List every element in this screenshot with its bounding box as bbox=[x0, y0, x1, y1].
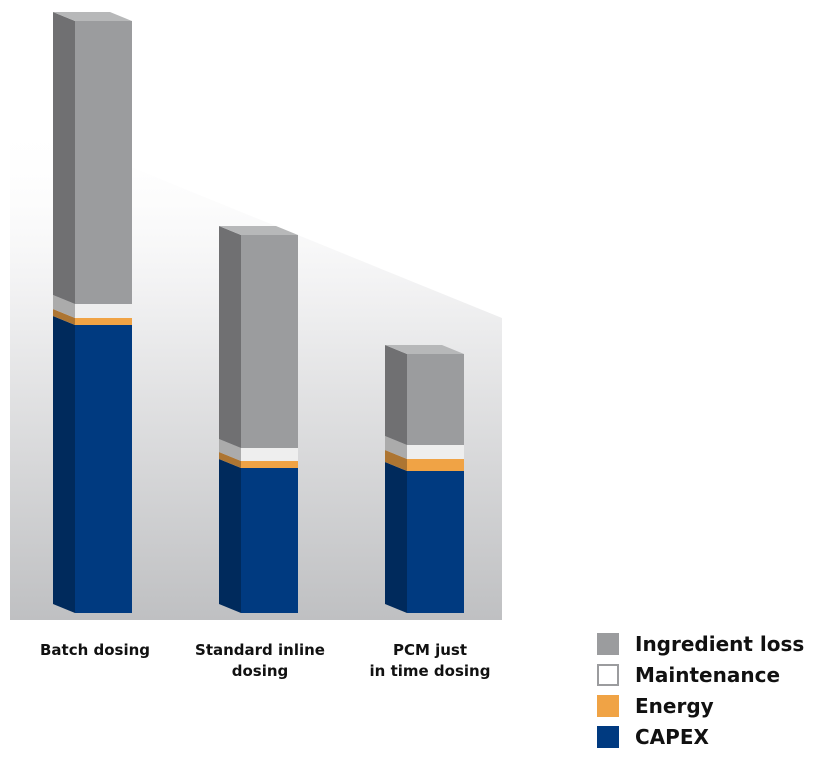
bar-pcm-just-in-time-dosing-maintenance bbox=[407, 445, 464, 459]
bar-batch-dosing-energy bbox=[75, 318, 132, 325]
bar-side-batch-dosing-ingredient-loss bbox=[53, 12, 75, 304]
legend-swatch-maintenance bbox=[597, 663, 619, 686]
bar-pcm-just-in-time-dosing-energy bbox=[407, 459, 464, 471]
category-label-batch-dosing: Batch dosing bbox=[39, 641, 151, 659]
legend-label-capex: CAPEX bbox=[635, 724, 709, 749]
legend-swatch-capex bbox=[597, 725, 619, 748]
legend-item-ingredient-loss: Ingredient loss bbox=[597, 630, 804, 657]
category-label-pcm-just-in-time-dosing: PCM just in time dosing bbox=[369, 641, 491, 680]
bar-side-standard-inline-dosing-capex bbox=[219, 459, 241, 613]
legend-item-maintenance: Maintenance bbox=[597, 661, 804, 688]
bar-side-batch-dosing-capex bbox=[53, 316, 75, 613]
legend-label-maintenance: Maintenance bbox=[635, 662, 781, 687]
bar-standard-inline-dosing-ingredient-loss bbox=[241, 235, 298, 448]
bar-side-pcm-just-in-time-dosing-capex bbox=[385, 462, 407, 613]
legend-swatch-ingredient-loss bbox=[597, 632, 619, 655]
bar-side-pcm-just-in-time-dosing-energy bbox=[385, 450, 407, 471]
bars-layer bbox=[53, 12, 464, 613]
legend-item-capex: CAPEX bbox=[597, 723, 804, 750]
bar-pcm-just-in-time-dosing-ingredient-loss bbox=[407, 354, 464, 445]
category-label-standard-inline-dosing: Standard inline dosing bbox=[195, 641, 325, 680]
bar-side-pcm-just-in-time-dosing-ingredient-loss bbox=[385, 345, 407, 445]
bar-top-pcm-just-in-time-dosing bbox=[385, 345, 464, 354]
bar-side-standard-inline-dosing-ingredient-loss bbox=[219, 226, 241, 448]
bar-pcm-just-in-time-dosing-capex bbox=[407, 471, 464, 613]
bar-side-standard-inline-dosing-maintenance bbox=[219, 439, 241, 461]
legend: Ingredient loss Maintenance Energy CAPEX bbox=[597, 630, 804, 754]
legend-swatch-energy bbox=[597, 694, 619, 717]
bar-standard-inline-dosing-maintenance bbox=[241, 448, 298, 461]
legend-label-ingredient-loss: Ingredient loss bbox=[635, 631, 805, 656]
bar-side-pcm-just-in-time-dosing-maintenance bbox=[385, 436, 407, 459]
bar-side-batch-dosing-maintenance bbox=[53, 295, 75, 318]
bar-batch-dosing-ingredient-loss bbox=[75, 21, 132, 304]
bar-standard-inline-dosing-energy bbox=[241, 461, 298, 468]
legend-label-energy: Energy bbox=[635, 693, 714, 718]
bar-side-standard-inline-dosing-energy bbox=[219, 452, 241, 468]
bar-side-batch-dosing-energy bbox=[53, 309, 75, 325]
bar-standard-inline-dosing-capex bbox=[241, 468, 298, 613]
bar-top-standard-inline-dosing bbox=[219, 226, 298, 235]
legend-item-energy: Energy bbox=[597, 692, 804, 719]
bar-top-batch-dosing bbox=[53, 12, 132, 21]
bar-batch-dosing-capex bbox=[75, 325, 132, 613]
bar-batch-dosing-maintenance bbox=[75, 304, 132, 318]
